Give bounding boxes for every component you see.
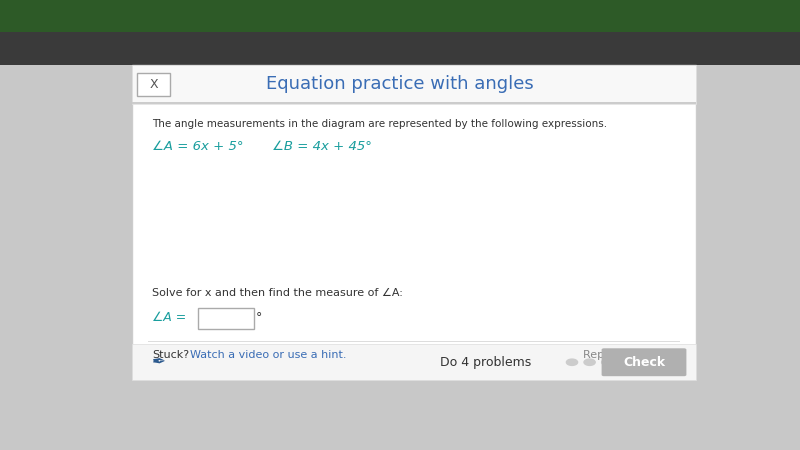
Text: Do 4 problems: Do 4 problems	[440, 356, 531, 369]
Text: B: B	[418, 207, 428, 221]
Text: ∠B = 4x + 45°: ∠B = 4x + 45°	[272, 140, 372, 153]
Text: °: °	[256, 311, 262, 324]
Text: ∠A =: ∠A =	[152, 311, 186, 324]
Text: A: A	[354, 180, 363, 194]
Text: Watch a video or use a hint.: Watch a video or use a hint.	[190, 351, 347, 360]
Text: ∠A = 6x + 5°: ∠A = 6x + 5°	[152, 140, 243, 153]
Text: X: X	[150, 78, 158, 91]
Text: Equation practice with angles: Equation practice with angles	[266, 75, 534, 94]
Text: «: «	[191, 161, 201, 179]
Text: ✒: ✒	[152, 353, 166, 371]
Text: Stuck?: Stuck?	[152, 351, 189, 360]
Text: Solve for x and then find the measure of ∠A:: Solve for x and then find the measure of…	[152, 288, 403, 297]
Text: «: «	[191, 219, 201, 237]
Text: The angle measurements in the diagram are represented by the following expressio: The angle measurements in the diagram ar…	[152, 119, 607, 129]
Text: Check: Check	[623, 356, 665, 369]
Text: Report a problem: Report a problem	[583, 351, 680, 360]
